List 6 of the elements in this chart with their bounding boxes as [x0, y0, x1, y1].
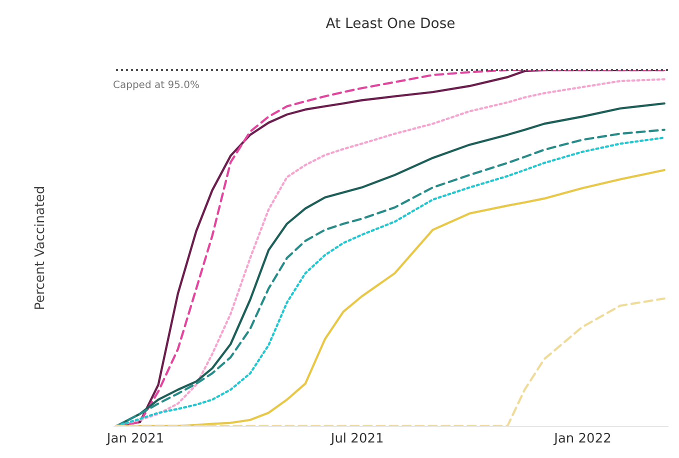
x-tick-label: Jan 2021 [106, 432, 164, 446]
y-axis-title: Percent Vaccinated [33, 186, 48, 310]
x-tick-label: Jul 2021 [330, 432, 384, 446]
x-tick-label: Jan 2022 [553, 432, 612, 446]
chart-title: At Least One Dose [326, 16, 456, 32]
ref-line-label: Capped at 95.0% [113, 80, 200, 91]
